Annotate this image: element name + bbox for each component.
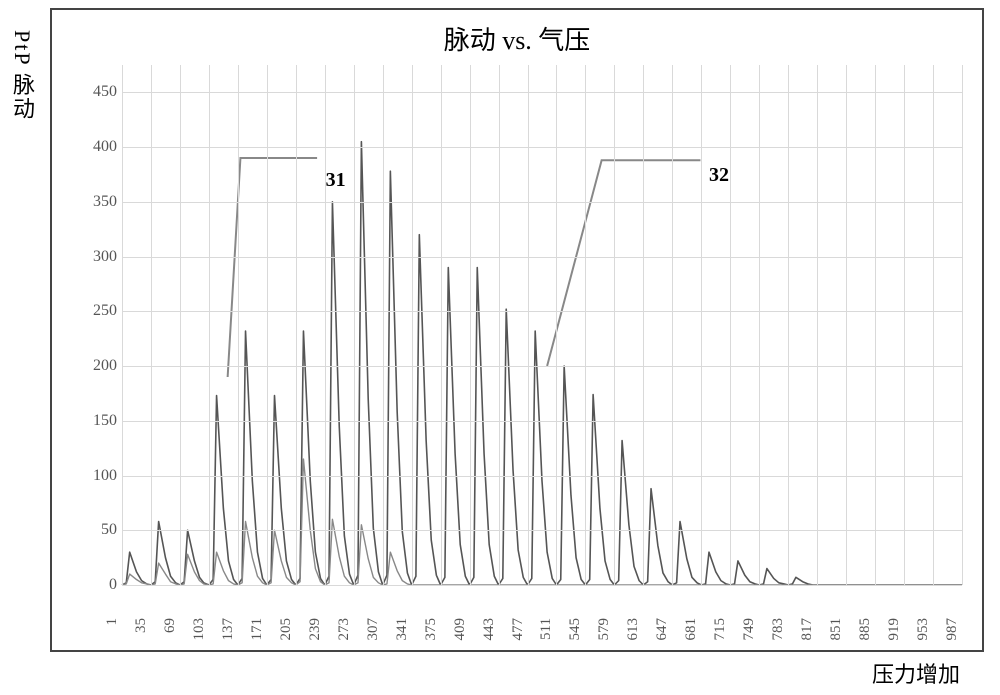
- x-tick-label: 817: [799, 618, 816, 641]
- x-gridline: [470, 65, 471, 585]
- x-tick-label: 409: [452, 618, 469, 641]
- x-tick-label: 511: [538, 618, 555, 640]
- x-gridline: [209, 65, 210, 585]
- x-gridline: [759, 65, 760, 585]
- y-gridline: [122, 530, 962, 531]
- y-tick-label: 200: [72, 357, 117, 375]
- x-gridline: [412, 65, 413, 585]
- x-gridline: [556, 65, 557, 585]
- x-gridline: [643, 65, 644, 585]
- x-tick-label: 477: [510, 618, 527, 641]
- x-tick-label: 239: [307, 618, 324, 641]
- series-pulse-large: [122, 142, 962, 585]
- callout-line-32: [547, 160, 700, 366]
- chart-title: 脉动 vs. 气压: [52, 20, 982, 57]
- x-tick-label: 69: [162, 618, 179, 633]
- x-tick-label: 171: [249, 618, 266, 641]
- chart-frame: 脉动 vs. 气压 050100150200250300350400450135…: [50, 8, 984, 652]
- x-gridline: [383, 65, 384, 585]
- y-tick-label: 350: [72, 193, 117, 211]
- x-gridline: [614, 65, 615, 585]
- y-tick-label: 150: [72, 412, 117, 430]
- x-tick-label: 205: [278, 618, 295, 641]
- x-tick-label: 783: [770, 618, 787, 641]
- plot-area: 0501001502002503003504004501356910313717…: [122, 65, 962, 585]
- x-tick-label: 851: [828, 618, 845, 641]
- x-gridline: [499, 65, 500, 585]
- x-gridline: [441, 65, 442, 585]
- x-gridline: [151, 65, 152, 585]
- y-gridline: [122, 476, 962, 477]
- x-tick-label: 307: [365, 618, 382, 641]
- y-tick-label: 50: [72, 521, 117, 539]
- x-tick-label: 681: [683, 618, 700, 641]
- x-tick-label: 341: [394, 618, 411, 641]
- x-gridline: [267, 65, 268, 585]
- x-tick-label: 273: [336, 618, 353, 641]
- y-tick-label: 400: [72, 138, 117, 156]
- x-tick-label: 103: [191, 618, 208, 641]
- y-tick-label: 250: [72, 302, 117, 320]
- y-gridline: [122, 585, 962, 586]
- x-gridline: [122, 65, 123, 585]
- x-tick-label: 953: [915, 618, 932, 641]
- page: PtP 脉动 压力增加 脉动 vs. 气压 050100150200250300…: [0, 0, 1000, 695]
- callout-label-32: 32: [709, 164, 729, 187]
- x-tick-label: 35: [133, 618, 150, 633]
- callout-label-31: 31: [326, 169, 346, 192]
- x-tick-label: 885: [857, 618, 874, 641]
- x-gridline: [875, 65, 876, 585]
- x-tick-label: 579: [596, 618, 613, 641]
- x-tick-label: 987: [944, 618, 961, 641]
- x-gridline: [962, 65, 963, 585]
- x-tick-label: 137: [220, 618, 237, 641]
- y-axis-label: PtP 脉动: [6, 30, 38, 121]
- x-gridline: [701, 65, 702, 585]
- x-gridline: [180, 65, 181, 585]
- y-gridline: [122, 421, 962, 422]
- x-tick-label: 749: [741, 618, 758, 641]
- chart-svg: [122, 65, 962, 585]
- y-gridline: [122, 366, 962, 367]
- x-gridline: [296, 65, 297, 585]
- y-gridline: [122, 147, 962, 148]
- x-gridline: [238, 65, 239, 585]
- y-gridline: [122, 311, 962, 312]
- x-gridline: [672, 65, 673, 585]
- x-tick-label: 1: [104, 618, 121, 626]
- x-gridline: [788, 65, 789, 585]
- x-axis-label: 压力增加: [872, 657, 960, 689]
- y-tick-label: 100: [72, 467, 117, 485]
- x-tick-label: 919: [886, 618, 903, 641]
- x-tick-label: 375: [423, 618, 440, 641]
- x-gridline: [846, 65, 847, 585]
- y-tick-label: 300: [72, 248, 117, 266]
- x-gridline: [528, 65, 529, 585]
- y-gridline: [122, 92, 962, 93]
- y-tick-label: 0: [72, 576, 117, 594]
- x-tick-label: 715: [712, 618, 729, 641]
- y-tick-label: 450: [72, 83, 117, 101]
- x-gridline: [904, 65, 905, 585]
- x-gridline: [325, 65, 326, 585]
- x-gridline: [585, 65, 586, 585]
- y-gridline: [122, 202, 962, 203]
- x-gridline: [730, 65, 731, 585]
- x-gridline: [817, 65, 818, 585]
- y-gridline: [122, 257, 962, 258]
- x-tick-label: 545: [567, 618, 584, 641]
- x-tick-label: 647: [654, 618, 671, 641]
- x-tick-label: 613: [625, 618, 642, 641]
- x-gridline: [354, 65, 355, 585]
- x-tick-label: 443: [481, 618, 498, 641]
- x-gridline: [933, 65, 934, 585]
